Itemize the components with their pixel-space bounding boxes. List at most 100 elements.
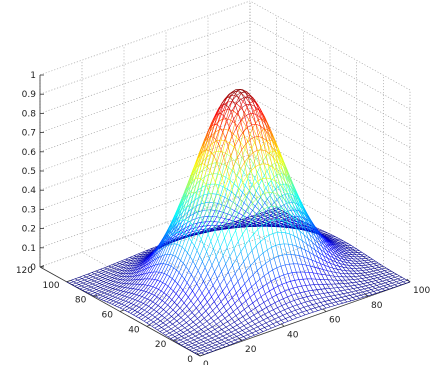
mesh-line [359,289,363,293]
mesh-line [124,295,128,298]
mesh-line [200,275,204,282]
mesh-line [201,198,205,204]
mesh-line [218,139,222,152]
mesh-line [290,254,294,264]
mesh-line [207,339,211,342]
mesh-line [240,106,245,113]
mesh-line [242,175,248,183]
mesh-line [274,180,280,185]
mesh-line [234,205,238,211]
mesh-line [312,229,316,237]
mesh-line [270,219,275,222]
mesh-line [309,222,313,230]
mesh-line [273,285,279,289]
mesh-line [208,285,214,292]
mesh-line [233,137,237,148]
mesh-line [112,264,116,266]
mesh-line [186,319,191,323]
mesh-line [255,307,259,313]
mesh-line [246,313,250,318]
mesh-line [250,326,254,329]
mesh-line [130,275,136,281]
mesh-line [222,247,228,256]
mesh-line [267,247,272,251]
mesh-line [150,264,156,273]
mesh-line [306,308,311,311]
mesh-line [108,290,112,293]
mesh-line [266,211,271,216]
mesh-line [136,290,142,295]
mesh-line [124,283,130,288]
mesh-line [224,153,228,165]
mesh-line [229,219,234,222]
mesh-line [258,286,263,291]
mesh-line [142,273,146,275]
mesh-line [235,217,241,220]
mesh-line [234,273,239,282]
mesh-line [151,293,155,296]
mesh-line [217,203,223,205]
mesh-line [228,191,232,200]
mesh-line [179,323,183,326]
mesh-line [213,301,218,307]
mesh-line [196,349,200,352]
mesh-line [188,260,194,271]
mesh-line [282,255,286,265]
mesh-line [188,343,193,346]
mesh-line [277,194,281,208]
mesh-line [221,104,226,115]
mesh-line [245,178,249,186]
mesh-line [281,303,287,306]
mesh-line [196,192,200,196]
mesh-line [287,193,293,203]
mesh-line [241,275,245,284]
mesh-line [135,258,141,262]
mesh-line [125,310,129,313]
mesh-line [336,253,341,257]
mesh-line [188,297,192,302]
mesh-line [217,329,222,333]
mesh-line [267,206,272,208]
mesh-line [165,263,169,266]
mesh-line [230,222,234,225]
mesh-line [266,167,270,172]
mesh-line [263,275,268,284]
mesh-line [119,307,123,310]
mesh-line [317,256,323,260]
mesh-line [162,274,168,283]
mesh-line [173,290,177,294]
mesh-line [238,208,242,214]
mesh-line [335,261,339,267]
mesh-line [85,284,89,286]
mesh-line [132,284,138,289]
mesh-line [119,276,125,280]
mesh-line [259,163,264,165]
mesh-line [316,245,321,250]
mesh-line [174,216,178,224]
mesh-line [287,213,291,216]
mesh-line [220,149,225,158]
mesh-line [278,300,282,306]
mesh-line [369,271,373,275]
mesh-line [120,266,124,268]
mesh-line [328,279,332,285]
mesh-line [202,166,208,182]
mesh-line [306,243,310,253]
mesh-line [281,169,286,182]
mesh-line [70,278,76,281]
mesh-line [347,260,351,264]
mesh-line [265,320,271,324]
mesh-line [350,256,354,260]
mesh-line [289,233,295,237]
mesh-line [216,210,220,220]
mesh-line [310,307,315,310]
mesh-line [135,299,139,302]
mesh-line [263,163,269,165]
mesh-line [364,279,369,281]
mesh-line [266,283,270,292]
mesh-line [335,249,339,254]
mesh-line [211,256,217,266]
mesh-line [245,195,249,209]
mesh-line [256,149,262,151]
mesh-line [228,329,232,333]
